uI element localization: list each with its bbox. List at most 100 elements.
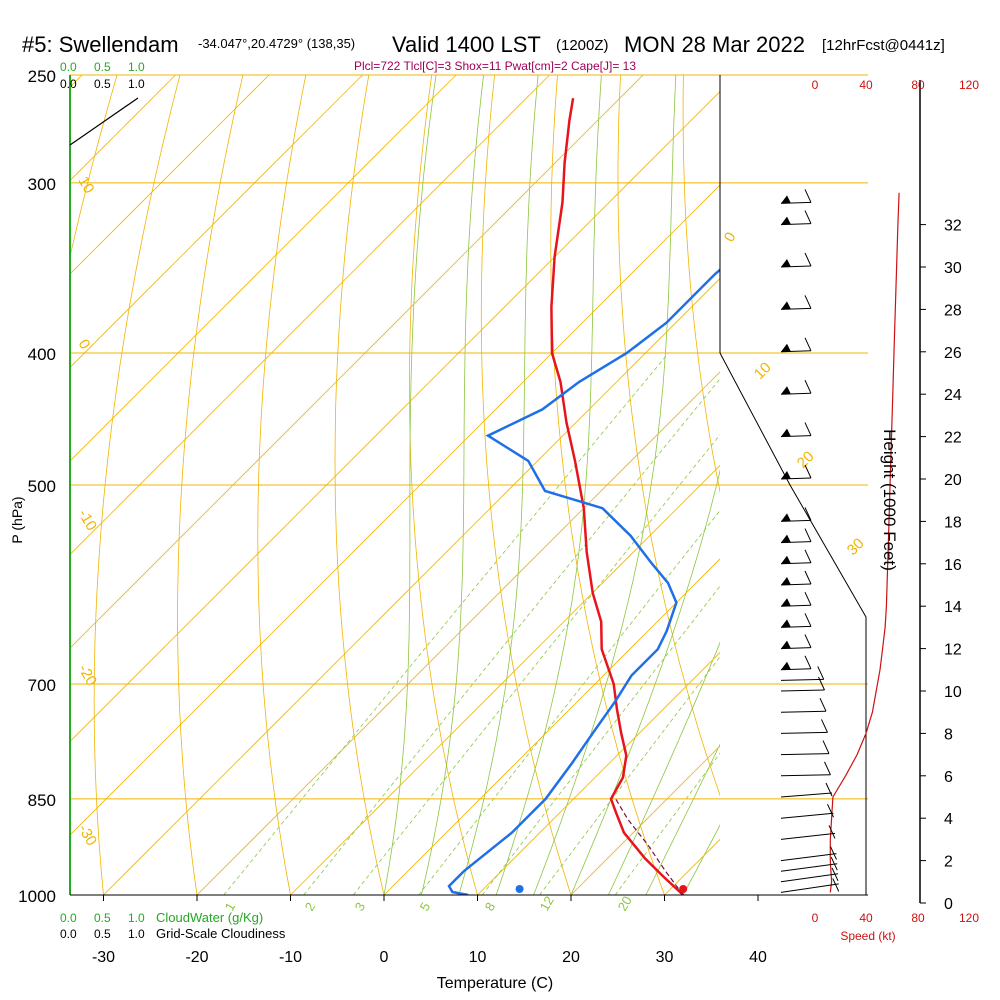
wind-barb-staff [780,853,837,862]
isotherm-line [570,745,720,895]
x-tick-label: 40 [749,949,767,966]
cloudiness-label: Grid-Scale Cloudiness [156,926,286,941]
cloudwater-top-tick: 0.5 [94,60,111,74]
dry-adiabat [177,75,244,895]
wind-barb-pennant [781,428,791,437]
wind-barb-flag [819,697,827,712]
height-tick-label: 32 [944,218,962,235]
cloudwater-top-tick: 0.0 [60,60,77,74]
wind-barb [780,591,812,607]
wind-barb-staff [780,863,838,872]
mixing-ratio-line [418,509,720,895]
profile-lines [447,97,720,895]
height-tick-label: 4 [944,811,953,828]
title-forecast: [12hrFcst@0441z] [822,37,945,54]
isotherm-label: -30 [75,822,101,849]
dry-adiabat [480,75,572,895]
mixing-ratio-line [539,656,720,895]
x-axis-title: Temperature (C) [437,975,553,992]
x-tick-label: -10 [279,949,302,966]
height-tick-label: 26 [944,345,962,362]
wind-barb-pennant [781,555,791,564]
speed-top-tick: 40 [859,78,873,92]
speed-bottom-tick: 120 [959,911,979,925]
height-tick-label: 22 [944,430,962,447]
surface-dew-marker [515,885,524,893]
wind-barb-flag [830,846,837,860]
mixing-ratio-line [481,585,720,895]
wind-barb [780,782,833,798]
wind-barb-pennant [781,471,791,479]
cloudwater-bottom-tick: 0.5 [94,911,111,925]
isotherm-label: 0 [75,337,94,353]
parcel-trace [615,798,684,895]
mixing-ratio-label: 12 [537,893,557,913]
x-tick-label: 20 [562,949,580,966]
dry-adiabat [257,75,307,895]
wind-barb-pennant [781,598,791,607]
wind-barb-flag [804,379,812,394]
dry-adiabat [93,75,181,895]
isotherm-line [70,75,457,462]
wind-barb [780,666,825,681]
height-tick-label: 12 [944,642,962,659]
wind-barb-staff [780,792,833,798]
stability-indices: Plcl=722 Tlcl[C]=3 Shox=11 Pwat[cm]=2 Ca… [354,59,636,73]
wind-barb-flag [825,782,833,797]
height-tick-label: 16 [944,557,962,574]
wind-barb-staff [780,689,825,692]
wind-panel-boundary [719,352,867,895]
wind-barb-flag [804,655,812,670]
wind-barb [780,549,812,565]
dry-adiabat [409,75,478,895]
wind-barb-flag [804,295,812,309]
wind-barb-flag [804,422,812,436]
speed-line [829,192,900,893]
cloudiness-bottom-tick: 1.0 [128,927,145,941]
wind-barb [780,825,836,840]
profiles-clipped [447,97,720,895]
dry-adiabat [617,75,720,797]
wind-barb-flag [831,867,839,882]
cloudwater-top-tick: 1.0 [128,60,145,74]
wind-panel: 0246810121416182022242628303200404080801… [780,78,979,925]
wind-barb-flag [804,252,812,267]
temperature-line [550,97,685,895]
speed-bottom-tick: 80 [911,911,925,925]
speed-top-tick: 120 [959,78,979,92]
wind-barb-staff [780,731,828,734]
isotherm-label: -20 [75,662,101,689]
wind-barb [780,856,838,872]
wind-barb [780,846,837,862]
pressure-tick-label: 250 [28,67,56,86]
y-axis-title: P (hPa) [9,496,25,543]
wind-barb-pennant [781,195,791,204]
isotherm-label: 0 [721,229,740,245]
pressure-tick-label: 400 [28,345,56,364]
speed-top-tick: 0 [812,78,819,92]
height-tick-label: 30 [944,260,962,277]
isotherm-label: 30 [844,535,868,559]
wind-barb [780,878,840,893]
wind-barb-staff [780,873,839,883]
wind-barb [780,803,834,819]
speed-bottom-tick: 0 [812,911,819,925]
cloudiness-top-tick: 0.5 [94,77,111,91]
wind-barb [780,761,831,777]
mixing-ratio-line [614,752,720,895]
surface-temp-marker [679,885,688,893]
cloudwater-bottom-tick: 1.0 [128,911,145,925]
height-tick-label: 24 [944,387,962,404]
wind-barb [780,210,812,226]
moist-adiabat [383,75,437,895]
wind-barb-pennant [781,513,791,522]
x-tick-label: -30 [92,949,115,966]
wind-barb-staff [780,753,830,756]
height-tick-label: 10 [944,684,962,701]
height-tick-label: 0 [944,896,953,913]
moist-adiabat [495,75,602,895]
pressure-tick-label: 1000 [18,887,56,906]
moist-adiabat [533,75,677,895]
mixing-ratio-line [223,352,669,895]
